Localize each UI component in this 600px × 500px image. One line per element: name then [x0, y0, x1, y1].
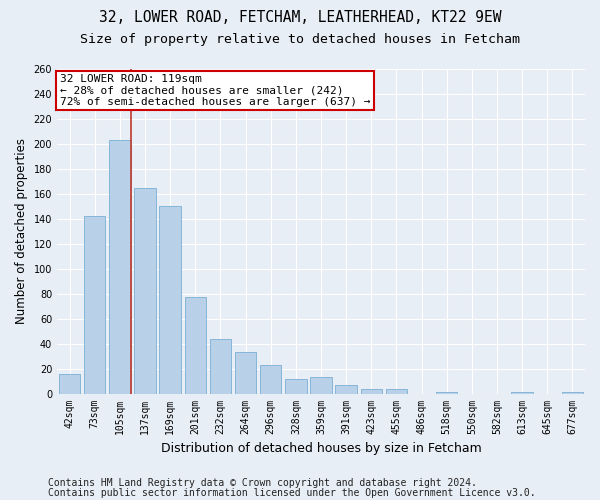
Bar: [562, 392, 583, 394]
Bar: [210, 338, 231, 394]
Y-axis label: Number of detached properties: Number of detached properties: [15, 138, 28, 324]
Bar: [109, 140, 131, 394]
Bar: [160, 206, 181, 394]
Bar: [361, 388, 382, 394]
Bar: [260, 365, 281, 394]
Bar: [335, 385, 357, 394]
Bar: [310, 378, 332, 394]
Text: Size of property relative to detached houses in Fetcham: Size of property relative to detached ho…: [80, 32, 520, 46]
Bar: [285, 378, 307, 394]
Bar: [235, 352, 256, 394]
Bar: [84, 216, 106, 394]
Bar: [59, 374, 80, 394]
Text: Contains public sector information licensed under the Open Government Licence v3: Contains public sector information licen…: [48, 488, 536, 498]
Bar: [185, 298, 206, 394]
X-axis label: Distribution of detached houses by size in Fetcham: Distribution of detached houses by size …: [161, 442, 481, 455]
Text: Contains HM Land Registry data © Crown copyright and database right 2024.: Contains HM Land Registry data © Crown c…: [48, 478, 477, 488]
Bar: [436, 392, 457, 394]
Text: 32 LOWER ROAD: 119sqm
← 28% of detached houses are smaller (242)
72% of semi-det: 32 LOWER ROAD: 119sqm ← 28% of detached …: [59, 74, 370, 107]
Bar: [134, 188, 156, 394]
Bar: [511, 392, 533, 394]
Text: 32, LOWER ROAD, FETCHAM, LEATHERHEAD, KT22 9EW: 32, LOWER ROAD, FETCHAM, LEATHERHEAD, KT…: [99, 10, 501, 25]
Bar: [386, 388, 407, 394]
